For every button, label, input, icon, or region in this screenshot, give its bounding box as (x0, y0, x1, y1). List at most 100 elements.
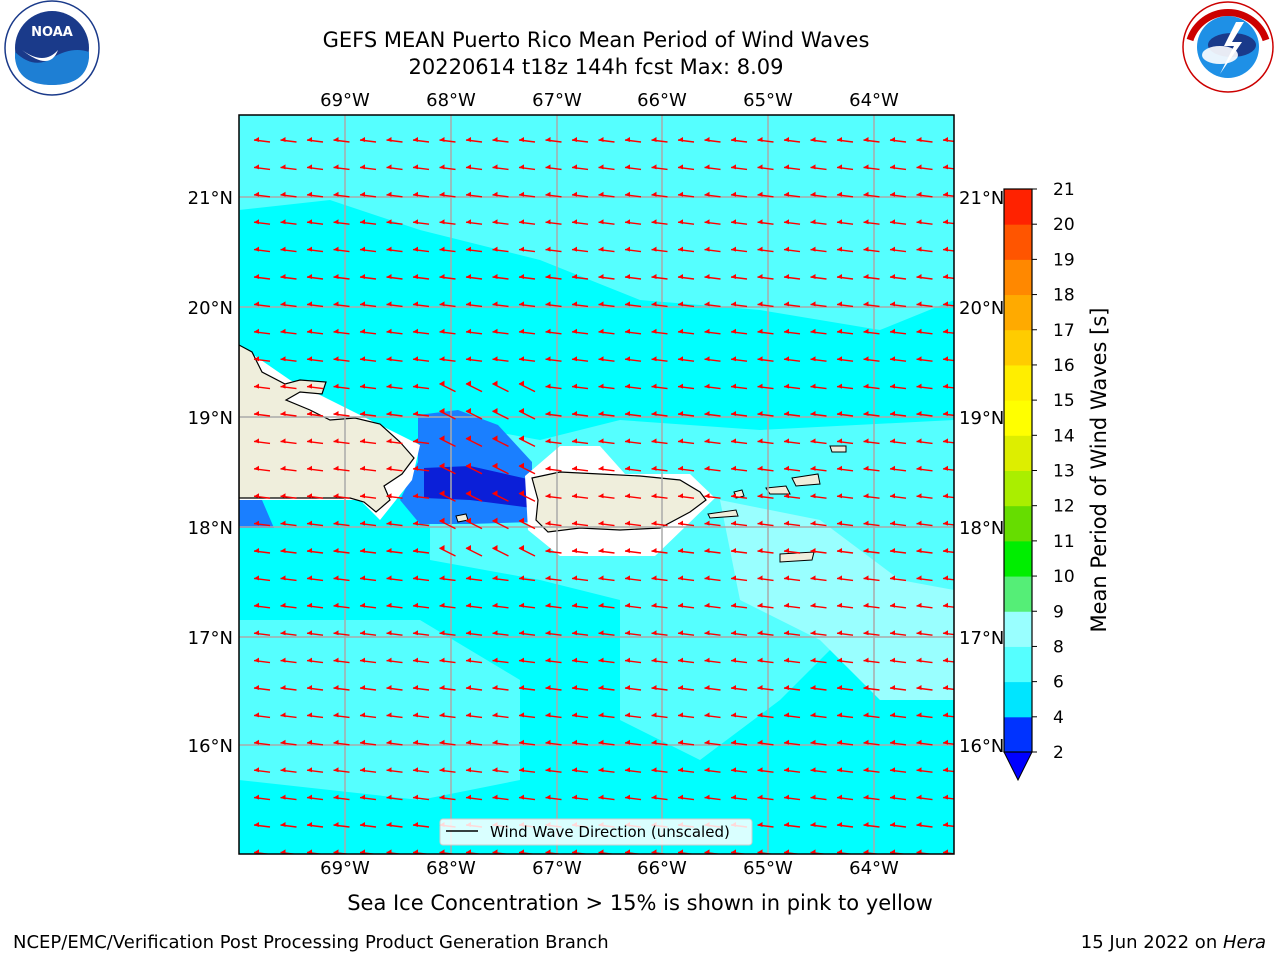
wind-wave-arrow (730, 767, 748, 773)
wind-wave-arrow (280, 739, 297, 746)
wind-wave-arrow (386, 383, 403, 390)
wind-wave-arrow (651, 438, 668, 445)
wind-wave-arrow (333, 137, 350, 143)
wind-wave-arrow (333, 191, 350, 198)
wind-wave-arrow (651, 520, 668, 527)
wind-wave-arrow (439, 685, 456, 691)
wind-wave-arrow (386, 794, 403, 801)
wind-wave-arrow (677, 219, 695, 225)
wind-wave-arrow (836, 657, 854, 664)
wind-wave-arrow (730, 602, 748, 609)
wind-wave-arrow (889, 630, 907, 636)
wind-wave-arrow (757, 657, 774, 664)
wind-wave-arrow (280, 685, 297, 691)
wind-wave-arrow (598, 657, 615, 664)
wind-wave-arrow (412, 822, 430, 828)
colorbar-segment (1004, 189, 1032, 225)
wind-wave-arrow (412, 739, 430, 746)
wind-wave-arrow (306, 739, 324, 746)
wind-wave-arrow (704, 548, 721, 554)
wind-wave-arrow (704, 246, 721, 253)
wind-wave-arrow (412, 685, 430, 691)
wind-wave-arrow (492, 517, 509, 530)
wind-wave-arrow (412, 164, 430, 171)
colorbar-tick-label: 16 (1053, 356, 1075, 376)
wind-wave-arrow (253, 602, 271, 609)
wind-wave-arrow (571, 493, 589, 499)
wind-wave-arrow (836, 438, 854, 445)
wind-wave-arrow (624, 246, 642, 253)
wind-wave-arrow (333, 411, 350, 417)
wind-wave-arrow (783, 356, 801, 362)
lon-label-top: 66°W (637, 90, 687, 111)
wind-wave-arrow (253, 493, 271, 499)
wind-wave-arrow (518, 490, 536, 502)
wind-wave-arrow (836, 164, 854, 171)
wind-wave-arrow (333, 548, 350, 554)
wind-wave-arrow (465, 191, 483, 198)
wind-wave-arrow (889, 602, 907, 609)
wind-wave-arrow (730, 356, 748, 362)
wind-wave-arrow (810, 739, 827, 746)
wind-wave-arrow (386, 411, 403, 417)
wind-wave-arrow (545, 548, 562, 554)
wind-wave-arrow (730, 328, 748, 335)
wind-wave-arrow (836, 685, 854, 691)
wind-wave-arrow (571, 575, 589, 582)
wind-wave-arrow (571, 520, 589, 527)
wind-wave-arrow (730, 219, 748, 225)
wind-wave-arrow (810, 383, 827, 390)
wind-wave-arrow (333, 328, 350, 335)
wind-wave-arrow (412, 575, 430, 582)
wind-wave-arrow (836, 575, 854, 582)
colorbar-segment (1004, 259, 1032, 296)
wind-wave-arrow (889, 685, 907, 691)
wind-wave-arrow (492, 462, 509, 475)
wind-wave-arrow (942, 328, 954, 334)
wind-wave-arrow (757, 712, 774, 719)
wind-wave-arrow (545, 739, 562, 746)
wind-wave-arrow (598, 274, 615, 280)
wind-wave-arrow (704, 493, 721, 499)
lon-label-bottom: 64°W (849, 858, 899, 879)
wind-wave-arrow (386, 767, 403, 773)
wind-wave-arrow (306, 328, 324, 335)
wind-wave-arrow (280, 137, 297, 143)
lon-label-bottom: 67°W (532, 858, 582, 879)
wind-wave-arrow (359, 712, 377, 719)
wind-wave-arrow (624, 739, 642, 746)
wind-wave-arrow (916, 520, 933, 527)
wind-wave-arrow (359, 246, 377, 253)
wind-wave-arrow (492, 137, 509, 143)
wind-wave-arrow (651, 685, 668, 691)
wind-wave-arrow (836, 822, 854, 828)
wind-wave-arrow (783, 191, 801, 198)
wind-wave-arrow (492, 301, 509, 308)
wind-wave-arrow (598, 246, 615, 253)
wind-wave-arrow (545, 657, 562, 664)
wind-wave-arrow (518, 301, 536, 308)
wind-wave-arrow (677, 356, 695, 362)
colorbar-tick-label: 13 (1053, 462, 1075, 482)
wind-wave-arrow (863, 548, 880, 554)
wind-wave-arrow (465, 657, 483, 664)
wind-wave-arrow (783, 602, 801, 609)
wind-wave-arrow (783, 438, 801, 445)
wind-wave-arrow (518, 274, 536, 280)
wind-wave-arrow (863, 739, 880, 746)
wind-wave-arrow (280, 438, 297, 445)
wind-wave-arrow (598, 191, 615, 198)
wind-wave-arrow (810, 548, 827, 554)
wind-wave-arrow (651, 137, 668, 143)
wind-wave-arrow (386, 137, 403, 143)
wind-wave-arrow (465, 356, 483, 362)
wind-wave-arrow (704, 712, 721, 719)
wind-wave-arrow (677, 548, 695, 554)
wind-wave-arrow (916, 438, 933, 445)
wind-wave-arrow (306, 575, 324, 582)
wind-wave-arrow (730, 246, 748, 253)
wind-wave-arrow (783, 520, 801, 527)
wind-wave-arrow (757, 356, 774, 362)
wind-wave-arrow (439, 408, 456, 420)
wind-wave-arrow (783, 767, 801, 773)
